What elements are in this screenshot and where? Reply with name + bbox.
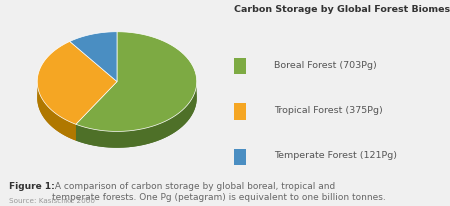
Polygon shape bbox=[70, 32, 117, 82]
Text: Figure 1:: Figure 1: bbox=[9, 182, 55, 191]
Text: Temperate Forest (121Pg): Temperate Forest (121Pg) bbox=[274, 151, 397, 160]
Text: Source: Kasischke 2000: Source: Kasischke 2000 bbox=[9, 198, 95, 204]
Polygon shape bbox=[70, 48, 117, 98]
Text: A comparison of carbon storage by global boreal, tropical and
temperate forests.: A comparison of carbon storage by global… bbox=[52, 182, 386, 202]
FancyBboxPatch shape bbox=[234, 103, 247, 120]
Polygon shape bbox=[37, 83, 76, 140]
Polygon shape bbox=[37, 41, 117, 124]
Text: Boreal Forest (703Pg): Boreal Forest (703Pg) bbox=[274, 61, 377, 70]
Polygon shape bbox=[76, 48, 197, 148]
Polygon shape bbox=[76, 32, 197, 131]
Text: Tropical Forest (375Pg): Tropical Forest (375Pg) bbox=[274, 106, 383, 115]
Text: Carbon Storage by Global Forest Biomes: Carbon Storage by Global Forest Biomes bbox=[234, 5, 450, 14]
Polygon shape bbox=[76, 84, 197, 148]
FancyBboxPatch shape bbox=[234, 58, 247, 74]
FancyBboxPatch shape bbox=[234, 149, 247, 165]
Polygon shape bbox=[37, 58, 117, 140]
